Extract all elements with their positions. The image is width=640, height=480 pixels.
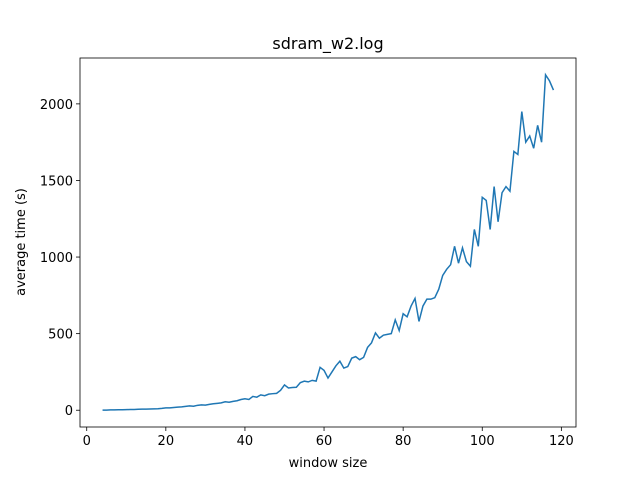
data-line <box>102 72 555 411</box>
y-axis-label: average time (s) <box>14 188 29 296</box>
x-tick-label: 0 <box>83 434 91 449</box>
y-tick-label: 1500 <box>40 174 73 189</box>
y-tick-label: 500 <box>48 328 73 343</box>
x-tick-label: 120 <box>549 434 574 449</box>
x-tick-label: 40 <box>237 434 254 449</box>
y-tick-label: 1000 <box>40 251 73 266</box>
axes-frame <box>79 57 577 428</box>
x-tick-label: 80 <box>395 434 412 449</box>
chart-title: sdram_w2.log <box>272 34 383 54</box>
x-axis-label: window size <box>289 456 368 471</box>
y-tick-label: 0 <box>65 404 73 419</box>
x-tick-label: 100 <box>470 434 495 449</box>
x-tick-label: 20 <box>158 434 175 449</box>
x-tick-label: 60 <box>316 434 333 449</box>
y-tick-label: 2000 <box>40 98 73 113</box>
